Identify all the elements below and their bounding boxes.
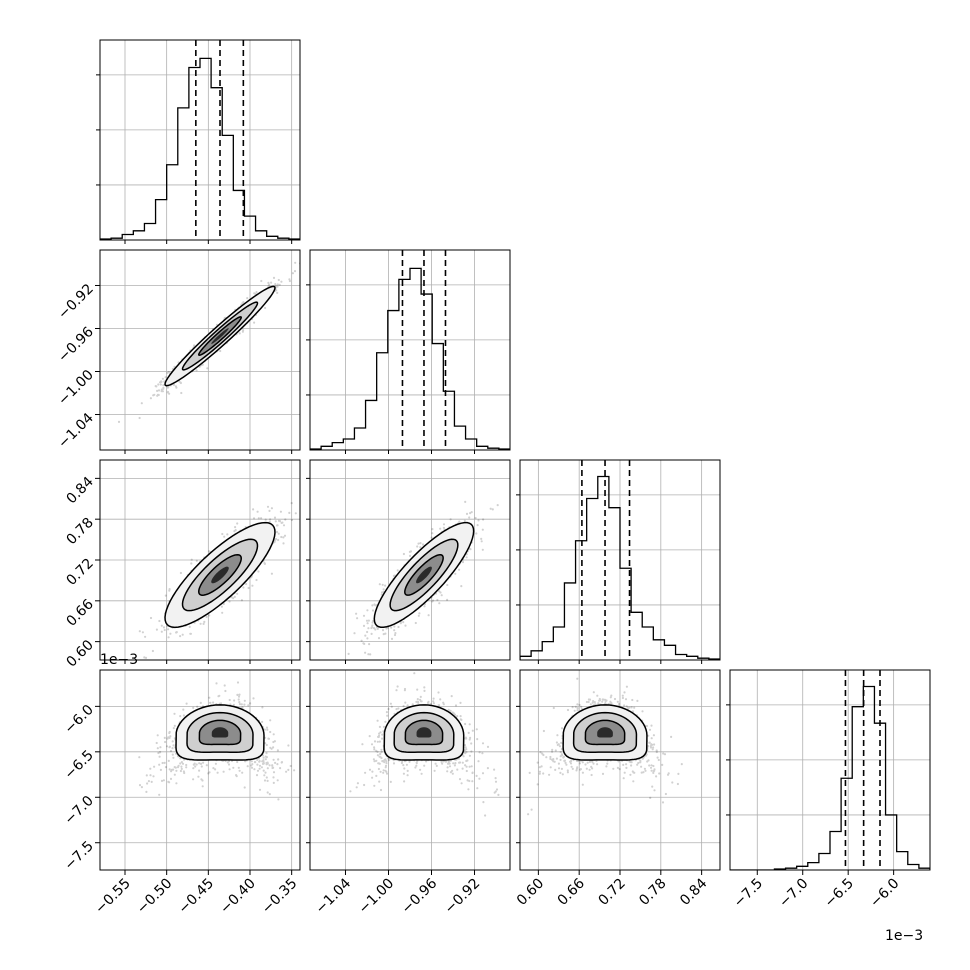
panel-frame: [99, 39, 301, 241]
scatter-panel-3-2: [519, 669, 721, 871]
panel-frame: [99, 669, 301, 871]
y-tick-label: −6.0: [61, 702, 96, 737]
panel-frame: [309, 669, 511, 871]
y-tick-label: 0.60: [63, 637, 96, 670]
histogram-step: [730, 685, 930, 870]
y-tick-label: 0.84: [63, 474, 96, 507]
y-tick-label: −6.5: [61, 747, 96, 782]
y-tick-label: −1.04: [55, 410, 97, 452]
x-tick-label: −7.0: [776, 876, 811, 911]
x-tick-label: −0.45: [176, 876, 218, 918]
panel-frame: [309, 249, 511, 451]
contour-level-3: [211, 727, 229, 738]
x-tick-label: −0.50: [134, 876, 176, 918]
x-tick-label: −0.40: [217, 876, 259, 918]
x-tick-label: 0.60: [514, 876, 547, 909]
panel-content: [117, 261, 300, 423]
contour-level-3: [211, 328, 229, 344]
panel-frame: [99, 249, 301, 451]
panel-content: [347, 500, 499, 656]
x-tick-label: −0.35: [259, 876, 301, 918]
panel-frame: [729, 669, 931, 871]
panel-content: [138, 681, 296, 801]
scatter-panel-2-1: [309, 459, 511, 661]
contour-level-3: [416, 727, 432, 738]
scatter-panel-2-0: [99, 459, 301, 661]
x-tick-label: −0.92: [442, 876, 484, 918]
x-tick-label: −0.55: [92, 876, 134, 918]
scatter-panel-1-0: [99, 249, 301, 451]
x-tick-label: −0.96: [399, 875, 441, 917]
hist-panel-0: [96, 39, 301, 241]
histogram-step: [520, 475, 720, 660]
x-tick-label: −1.00: [356, 876, 398, 918]
panel-content: [349, 672, 500, 817]
y-tick-label: −7.5: [61, 838, 96, 873]
x-tick-label: 0.78: [636, 876, 669, 909]
contour-level-3: [211, 566, 229, 584]
y-tick-label: 0.66: [63, 596, 96, 629]
hist-panel-1: [306, 249, 511, 451]
y-tick-label: −1.00: [55, 367, 97, 409]
contour-level-3: [597, 727, 613, 738]
x-tick-label: −6.0: [867, 876, 902, 911]
y-tick-label: −0.92: [55, 281, 97, 323]
x-tick-label: −1.04: [313, 875, 355, 917]
hist-panel-3: [726, 669, 931, 871]
x-offset-label: 1e−3: [885, 928, 923, 944]
y-tick-label: 0.78: [63, 515, 96, 548]
x-tick-label: −7.5: [731, 876, 766, 911]
hist-panel-2: [516, 459, 721, 661]
y-tick-label: −7.0: [61, 793, 96, 828]
contour-level-3: [416, 566, 432, 584]
panel-content: [138, 502, 297, 659]
y-offset-label: 1e−3: [100, 652, 138, 668]
scatter-panel-3-0: [99, 669, 301, 871]
panel-content: [527, 677, 683, 816]
x-tick-label: 0.84: [677, 875, 710, 908]
scatter-panel-3-1: [309, 669, 511, 871]
x-tick-label: 0.66: [555, 875, 588, 908]
x-tick-label: 0.72: [595, 876, 628, 909]
histogram-step: [100, 57, 300, 240]
x-tick-label: −6.5: [822, 876, 857, 911]
histogram-step: [310, 267, 510, 450]
y-tick-label: 0.72: [63, 556, 96, 589]
y-tick-label: −0.96: [55, 324, 97, 366]
